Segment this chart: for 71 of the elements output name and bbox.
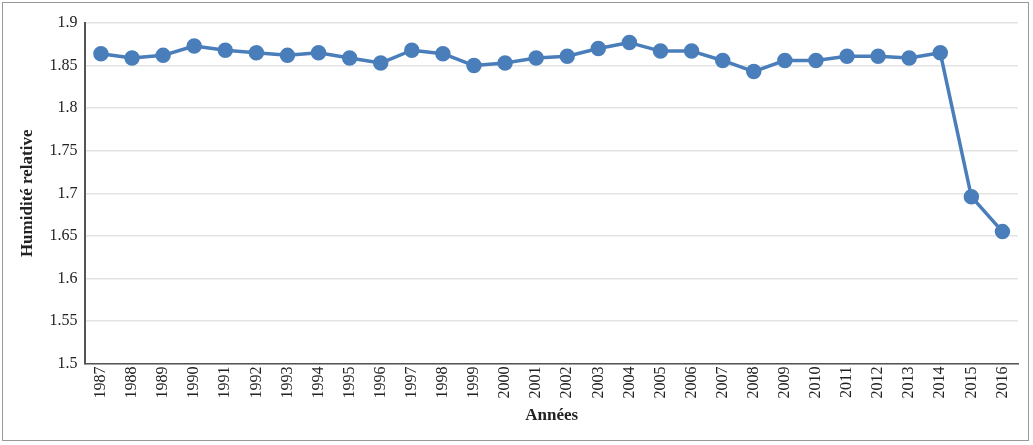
x-tick-label: 2012: [868, 366, 886, 399]
y-tick-label: 1.6: [57, 268, 78, 286]
point: [155, 47, 171, 64]
point: [963, 188, 980, 205]
x-tick-label: 2009: [775, 366, 793, 399]
point: [435, 45, 451, 62]
point: [93, 45, 109, 62]
x-tick-label: 1998: [433, 366, 451, 399]
y-tick-label: 1.75: [49, 140, 78, 158]
x-tick-label: 1988: [122, 366, 140, 399]
point: [932, 45, 949, 61]
x-tick-label: 2000: [495, 366, 513, 399]
x-tick-label: 2002: [557, 366, 575, 399]
x-tick-label: 2014: [930, 366, 948, 399]
y-tick-label: 1.9: [57, 13, 78, 31]
point: [559, 48, 575, 64]
x-axis-title: Années: [525, 405, 579, 425]
point: [746, 63, 762, 80]
point: [621, 34, 638, 51]
x-tick-label: 2001: [526, 366, 544, 399]
point: [217, 42, 234, 58]
point: [683, 43, 700, 59]
point: [404, 42, 420, 58]
point: [839, 48, 855, 64]
y-tick-label: 1.85: [49, 55, 78, 73]
x-tick-label: 1992: [246, 366, 264, 399]
x-tick-label: 2005: [650, 366, 668, 399]
point: [777, 52, 793, 69]
x-tick-label: 1997: [402, 366, 420, 399]
x-tick-label: 2010: [806, 366, 824, 399]
y-tick-label: 1.7: [57, 183, 78, 201]
x-tick-label: 1989: [153, 366, 171, 399]
point: [186, 38, 202, 54]
x-tick-label: 2004: [619, 366, 637, 399]
point: [590, 40, 607, 57]
x-tick-label: 2003: [588, 366, 606, 399]
point: [124, 50, 140, 66]
x-tick-label: 2015: [961, 366, 979, 399]
x-tick-label: 2013: [899, 366, 917, 399]
point: [310, 45, 327, 61]
x-tick-label: 2011: [837, 366, 855, 399]
point: [994, 223, 1011, 240]
x-tick-label: 2007: [712, 366, 730, 399]
x-tick-label: 1999: [464, 366, 482, 399]
point: [528, 50, 544, 66]
x-tick-label: 1990: [184, 366, 202, 399]
x-tick-label: 2008: [743, 366, 761, 399]
point: [372, 55, 389, 71]
x-tick-label: 1991: [215, 366, 233, 399]
point: [248, 45, 265, 61]
x-tick-label: 2006: [681, 366, 699, 399]
x-tick-label: 1994: [308, 366, 326, 399]
point: [652, 43, 669, 59]
x-tick-label: 1995: [339, 366, 357, 399]
y-tick-label: 1.5: [57, 353, 78, 371]
point: [466, 57, 482, 74]
x-tick-label: 1996: [370, 366, 388, 399]
point: [901, 50, 917, 66]
x-tick-label: 2016: [992, 366, 1010, 399]
y-tick-label: 1.55: [49, 311, 78, 329]
x-tick-label: 1987: [91, 366, 109, 399]
point: [279, 47, 296, 64]
y-tick-label: 1.8: [57, 98, 78, 116]
y-axis-title: Humidité relative: [16, 129, 36, 258]
point: [341, 50, 358, 66]
point: [808, 52, 824, 69]
point: [714, 52, 731, 69]
y-tick-label: 1.65: [49, 226, 78, 244]
x-tick-label: 1993: [277, 366, 295, 399]
point: [497, 55, 513, 71]
point: [870, 48, 886, 64]
